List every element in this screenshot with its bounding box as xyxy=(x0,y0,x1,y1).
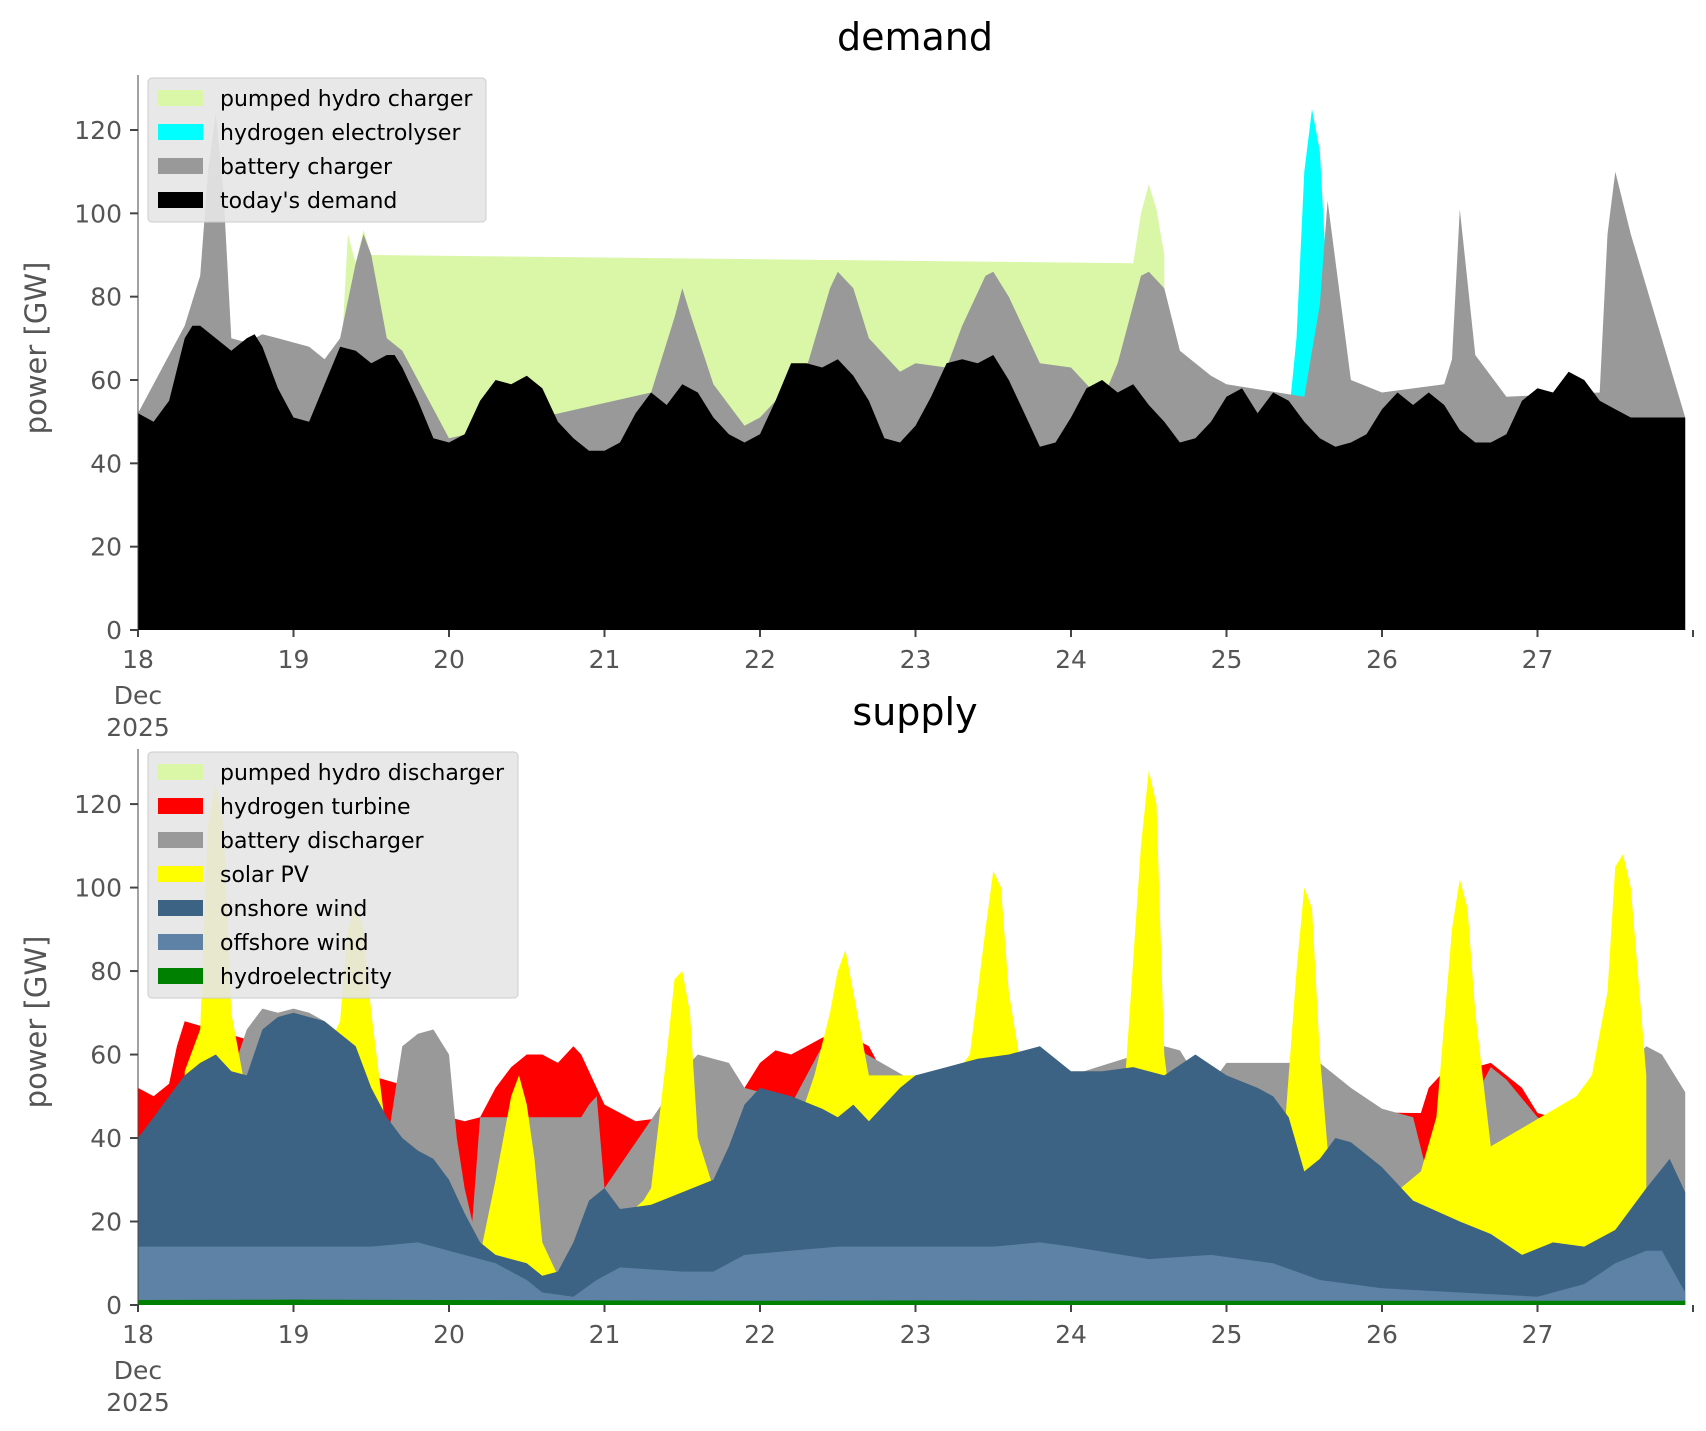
legend-label-solar-pv: solar PV xyxy=(220,863,309,888)
legend-box xyxy=(147,751,519,999)
legend-label-pumped-hydro-discharger: pumped hydro discharger xyxy=(220,761,505,786)
area-hydroelectricity xyxy=(138,1299,1686,1305)
legend-swatch-battery-discharger xyxy=(158,832,203,848)
y-tick-label: 60 xyxy=(90,1041,122,1070)
legend-swatch-pumped-hydro-charger xyxy=(158,90,203,106)
y-tick-label: 60 xyxy=(90,366,122,395)
x-tick-label: 25 xyxy=(1211,645,1243,674)
legend-swatch-hydrogen-turbine xyxy=(158,798,203,814)
legend-swatch-battery-charger xyxy=(158,158,203,174)
x-tick-label: 21 xyxy=(589,1320,621,1349)
legend-label-battery-charger: battery charger xyxy=(220,155,393,180)
y-tick-label: 80 xyxy=(90,283,122,312)
legend-label-offshore-wind: offshore wind xyxy=(220,931,369,956)
legend-swatch-hydroelectricity xyxy=(158,968,203,984)
x-tick-label: 18 xyxy=(122,645,154,674)
demand-legend: pumped hydro charger hydrogen electrolyse… xyxy=(147,77,487,223)
legend-label-hydrogen-electrolyser: hydrogen electrolyser xyxy=(220,121,461,146)
legend-swatch-solar-pv xyxy=(158,866,203,882)
y-tick-label: 0 xyxy=(106,1291,122,1320)
demand-axes: 0 20 40 60 80 100 120 18 19 20 21 22 23 24 25 26 27 Dec 20… xyxy=(74,75,1694,742)
demand-y-axis-label: power [GW] xyxy=(19,262,53,435)
demand-areas xyxy=(138,109,1686,631)
demand-title: demand xyxy=(837,15,993,59)
area-today-s-demand xyxy=(138,325,1686,630)
x-tick-label: 23 xyxy=(900,645,932,674)
legend-label-hydroelectricity: hydroelectricity xyxy=(220,965,392,990)
legend-label-hydrogen-turbine: hydrogen turbine xyxy=(220,795,411,820)
legend-swatch-pumped-hydro-discharger xyxy=(158,764,203,780)
supply-title: supply xyxy=(852,690,977,734)
y-tick-label: 40 xyxy=(90,1124,122,1153)
y-tick-label: 40 xyxy=(90,449,122,478)
x-tick-label: 19 xyxy=(278,645,310,674)
legend-swatch-today-s-demand xyxy=(158,192,203,208)
x-tick-label: 27 xyxy=(1522,645,1554,674)
x-tick-label: 26 xyxy=(1366,645,1398,674)
y-tick-label: 80 xyxy=(90,957,122,986)
x-tick-sublabel: 2025 xyxy=(106,1388,170,1417)
y-tick-label: 100 xyxy=(74,199,122,228)
x-tick-label: 22 xyxy=(744,645,776,674)
x-tick-label: 26 xyxy=(1366,1320,1398,1349)
x-tick-label: 20 xyxy=(433,1320,465,1349)
area-offshore-wind xyxy=(138,1242,1686,1305)
legend-swatch-hydrogen-electrolyser xyxy=(158,124,203,140)
x-tick-label: 24 xyxy=(1055,645,1087,674)
x-tick-label: 18 xyxy=(122,1320,154,1349)
legend-label-pumped-hydro-charger: pumped hydro charger xyxy=(220,87,473,112)
legend-label-battery-discharger: battery discharger xyxy=(220,829,425,854)
legend-swatch-offshore-wind xyxy=(158,934,203,950)
y-tick-label: 120 xyxy=(74,790,122,819)
x-tick-sublabel: Dec xyxy=(114,681,162,710)
x-tick-label: 22 xyxy=(744,1320,776,1349)
x-tick-label: 19 xyxy=(278,1320,310,1349)
x-tick-label: 20 xyxy=(433,645,465,674)
x-tick-label: 25 xyxy=(1211,1320,1243,1349)
y-tick-label: 20 xyxy=(90,533,122,562)
supply-axes: 0 20 40 60 80 100 120 18 19 20 21 22 23 24 25 26 27 Dec 20… xyxy=(74,749,1694,1417)
x-tick-label: 21 xyxy=(589,645,621,674)
legend-swatch-onshore-wind xyxy=(158,900,203,916)
x-tick-label: 23 xyxy=(900,1320,932,1349)
y-tick-label: 0 xyxy=(106,616,122,645)
x-tick-sublabel: 2025 xyxy=(106,713,170,742)
x-tick-sublabel: Dec xyxy=(114,1356,162,1385)
supply-legend: pumped hydro discharger hydrogen turbine b… xyxy=(147,751,519,999)
area-onshore-wind xyxy=(138,1012,1686,1305)
legend-box xyxy=(147,77,487,223)
legend-label-onshore-wind: onshore wind xyxy=(220,897,367,922)
x-tick-label: 24 xyxy=(1055,1320,1087,1349)
y-tick-label: 20 xyxy=(90,1208,122,1237)
x-tick-label: 27 xyxy=(1522,1320,1554,1349)
legend-label-today-s-demand: today's demand xyxy=(220,189,397,214)
supply-areas xyxy=(138,770,1686,1305)
y-tick-label: 100 xyxy=(74,874,122,903)
y-tick-label: 120 xyxy=(74,116,122,145)
supply-y-axis-label: power [GW] xyxy=(19,936,53,1109)
